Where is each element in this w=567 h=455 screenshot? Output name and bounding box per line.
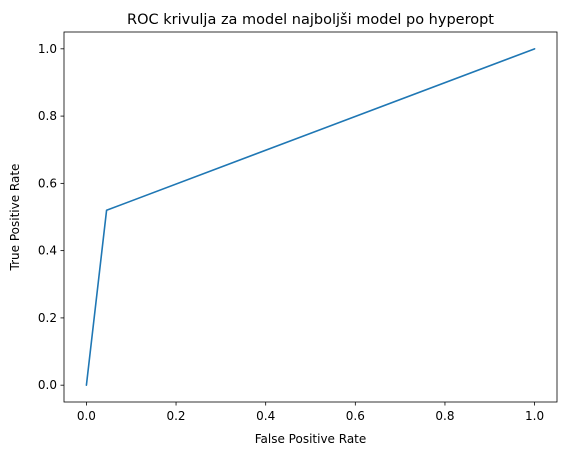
series-layer (85, 48, 536, 386)
y-tick-label: 0.8 (38, 109, 57, 123)
y-tick-label: 0.2 (38, 311, 57, 325)
y-tick-label: 0.6 (38, 176, 57, 190)
plot-frame (63, 31, 558, 403)
chart-title: ROC krivulja za model najboljši model po… (127, 12, 494, 28)
y-tick-label: 1.0 (38, 42, 57, 56)
x-axis-label: False Positive Rate (255, 432, 367, 446)
x-tick-label: 0.2 (166, 409, 185, 423)
plot-area (64, 32, 557, 402)
y-tick-label: 0.0 (38, 378, 57, 392)
x-tick-label: 1.0 (525, 409, 544, 423)
x-axis-ticks: 0.0 0.2 0.4 0.6 0.8 1.0 (77, 402, 544, 423)
x-tick-label: 0.4 (256, 409, 275, 423)
y-axis-label: True Positive Rate (8, 164, 22, 272)
y-tick-label: 0.4 (38, 244, 57, 258)
x-tick-label: 0.0 (77, 409, 96, 423)
x-tick-label: 0.6 (346, 409, 365, 423)
x-tick-label: 0.8 (435, 409, 454, 423)
roc-curve-line (85, 48, 536, 386)
y-axis-ticks: 0.0 0.2 0.4 0.6 0.8 1.0 (38, 42, 64, 392)
